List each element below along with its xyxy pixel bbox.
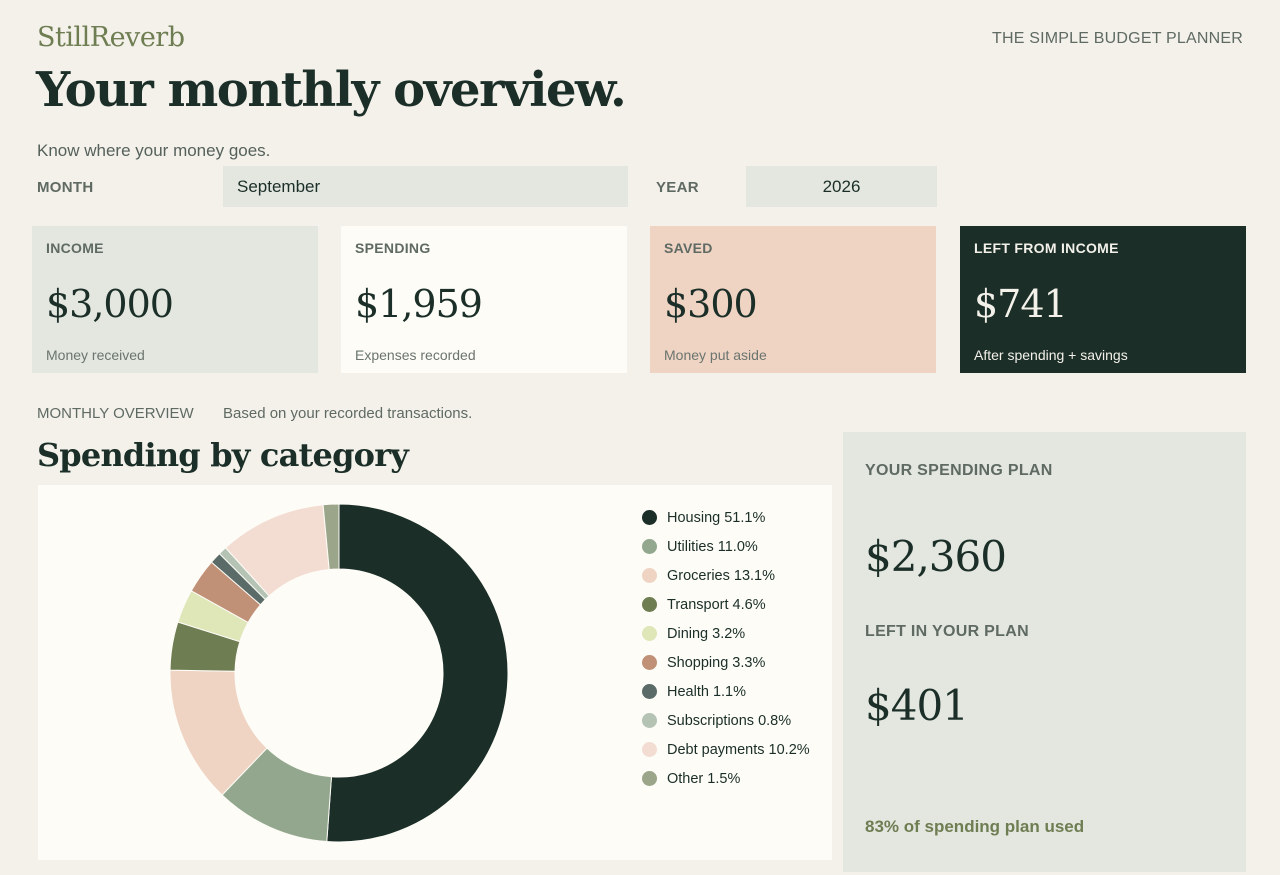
income-note: Money received <box>46 347 145 363</box>
left-from-income-value: $741 <box>974 282 1068 326</box>
legend-swatch <box>642 510 657 525</box>
legend-label: Housing 51.1% <box>667 509 766 526</box>
left-in-plan-label: LEFT IN YOUR PLAN <box>865 623 1029 640</box>
month-label: MONTH <box>37 179 94 196</box>
legend-item-health: Health 1.1% <box>642 677 810 706</box>
legend-label: Other 1.5% <box>667 770 741 787</box>
legend-item-groceries: Groceries 13.1% <box>642 561 810 590</box>
income-value: $3,000 <box>46 282 174 326</box>
legend-label: Utilities 11.0% <box>667 538 758 555</box>
spending-card: SPENDING $1,959 Expenses recorded <box>341 226 627 373</box>
chart-panel: Housing 51.1% Utilities 11.0% Groceries 13… <box>38 485 832 860</box>
legend-label: Shopping 3.3% <box>667 654 766 671</box>
legend-swatch <box>642 771 657 786</box>
left-in-plan-value: $401 <box>865 681 969 730</box>
legend-label: Debt payments 10.2% <box>667 741 810 758</box>
legend-item-dining: Dining 3.2% <box>642 619 810 648</box>
spending-note: Expenses recorded <box>355 347 476 363</box>
legend-swatch <box>642 626 657 641</box>
legend-item-debt-payments: Debt payments 10.2% <box>642 735 810 764</box>
plan-used-text: 83% of spending plan used <box>865 817 1085 836</box>
monthly-overview-label: MONTHLY OVERVIEW <box>37 405 194 422</box>
saved-value: $300 <box>664 282 758 326</box>
legend-label: Health 1.1% <box>667 683 746 700</box>
legend-label: Subscriptions 0.8% <box>667 712 792 729</box>
saved-card: SAVED $300 Money put aside <box>650 226 936 373</box>
spending-label: SPENDING <box>355 240 431 256</box>
page-title: Your monthly overview. <box>36 62 627 118</box>
saved-label: SAVED <box>664 240 713 256</box>
donut-slice-other <box>322 503 340 571</box>
donut-chart <box>169 503 509 843</box>
spending-plan-panel: YOUR SPENDING PLAN $2,360 LEFT IN YOUR P… <box>843 432 1246 872</box>
left-from-income-note: After spending + savings <box>974 347 1128 363</box>
legend-item-utilities: Utilities 11.0% <box>642 532 810 561</box>
chart-legend: Housing 51.1% Utilities 11.0% Groceries 13… <box>642 503 810 793</box>
left-from-income-card: LEFT FROM INCOME $741 After spending + s… <box>960 226 1246 373</box>
legend-swatch <box>642 684 657 699</box>
legend-swatch <box>642 742 657 757</box>
legend-item-shopping: Shopping 3.3% <box>642 648 810 677</box>
legend-item-housing: Housing 51.1% <box>642 503 810 532</box>
spending-plan-value: $2,360 <box>865 532 1007 581</box>
legend-label: Transport 4.6% <box>667 596 766 613</box>
section-title: Spending by category <box>37 436 409 474</box>
legend-item-other: Other 1.5% <box>642 764 810 793</box>
legend-swatch <box>642 539 657 554</box>
income-label: INCOME <box>46 240 104 256</box>
spending-plan-label: YOUR SPENDING PLAN <box>865 462 1053 479</box>
donut-slice-housing <box>326 503 509 843</box>
spending-value: $1,959 <box>355 282 483 326</box>
year-label: YEAR <box>656 179 699 196</box>
brand-logo: StillReverb <box>37 22 185 53</box>
legend-label: Dining 3.2% <box>667 625 746 642</box>
legend-item-transport: Transport 4.6% <box>642 590 810 619</box>
legend-label: Groceries 13.1% <box>667 567 775 584</box>
income-card: INCOME $3,000 Money received <box>32 226 318 373</box>
legend-swatch <box>642 597 657 612</box>
monthly-overview-note: Based on your recorded transactions. <box>223 405 473 422</box>
page-subtitle: Know where your money goes. <box>37 141 271 160</box>
year-input[interactable]: 2026 <box>746 166 937 207</box>
month-select[interactable]: September <box>223 166 628 207</box>
legend-swatch <box>642 568 657 583</box>
legend-item-subscriptions: Subscriptions 0.8% <box>642 706 810 735</box>
left-from-income-label: LEFT FROM INCOME <box>974 240 1119 256</box>
legend-swatch <box>642 713 657 728</box>
legend-swatch <box>642 655 657 670</box>
tagline: THE SIMPLE BUDGET PLANNER <box>992 30 1243 47</box>
saved-note: Money put aside <box>664 347 767 363</box>
